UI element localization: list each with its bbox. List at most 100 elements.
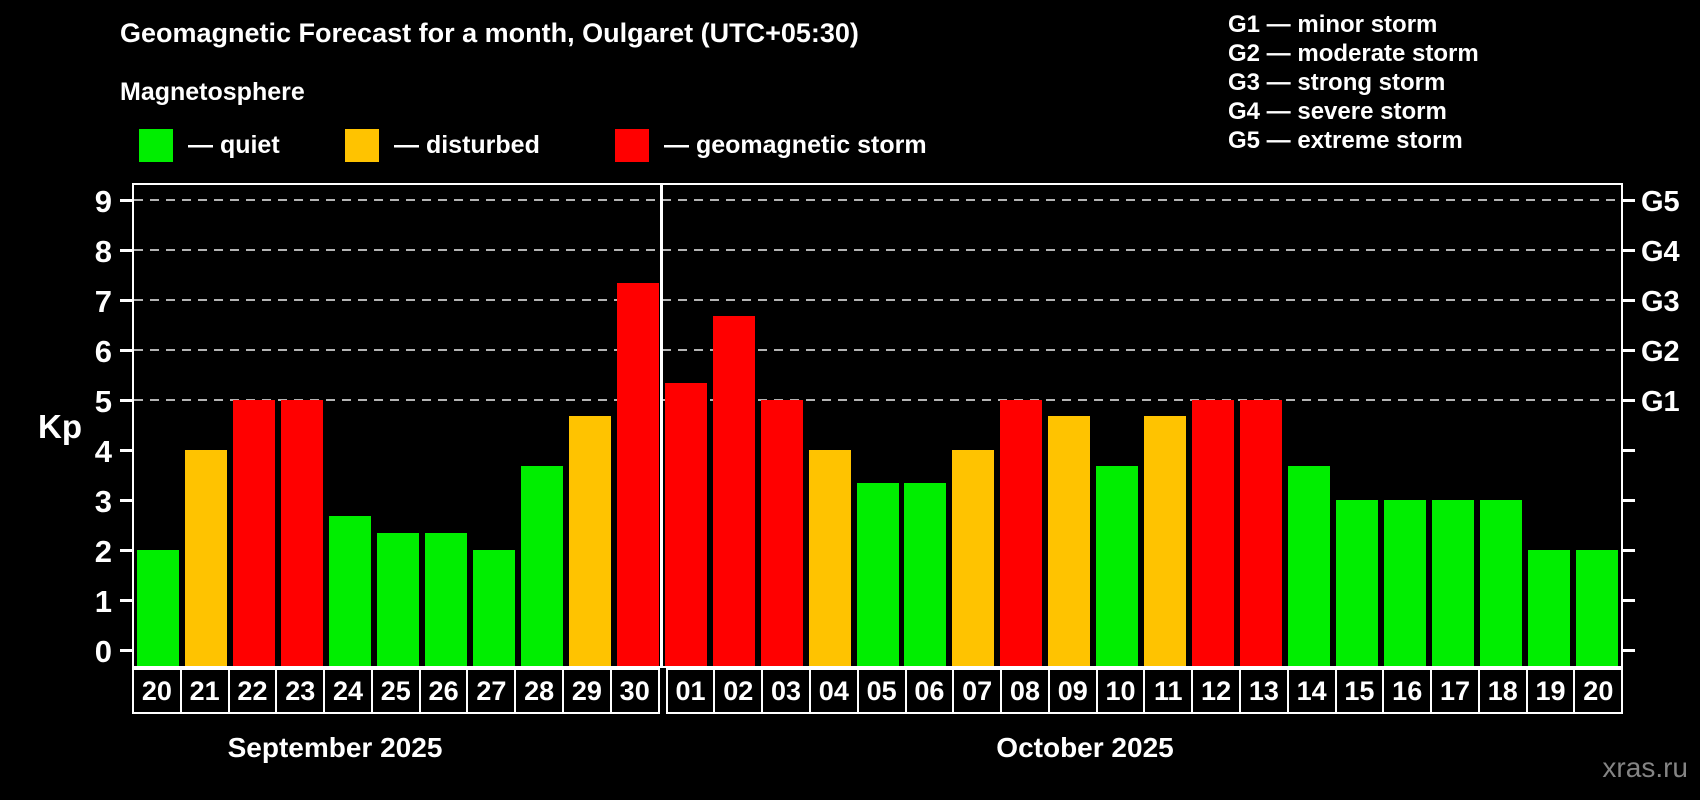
- day-label-02: 02: [713, 668, 764, 714]
- day-label-06: 06: [904, 668, 955, 714]
- bar-day-07: [952, 450, 994, 666]
- day-label-13: 13: [1238, 668, 1289, 714]
- y-axis-right-labels: G1 G2 G3 G4 G5: [1633, 183, 1699, 668]
- storm-color-swatch: [615, 129, 649, 162]
- day-label-24: 24: [323, 668, 373, 714]
- day-label-28: 28: [514, 668, 565, 714]
- y-tick: [1623, 599, 1635, 602]
- y-tick: [120, 249, 132, 252]
- bar-day-19: [1528, 550, 1570, 666]
- g5-legend-line: G5 — extreme storm: [1228, 127, 1463, 154]
- day-label-27: 27: [466, 668, 517, 714]
- bar-day-10: [1096, 466, 1138, 666]
- y-tick-label-5: 5: [94, 384, 112, 419]
- day-label-25: 25: [370, 668, 421, 714]
- bar-day-17: [1432, 500, 1474, 666]
- day-label-07: 07: [952, 668, 1003, 714]
- day-label-23: 23: [275, 668, 326, 714]
- g-scale-legend: G1 — minor storm G2 — moderate storm G3 …: [1228, 10, 1479, 155]
- y-tick-label-9: 9: [94, 184, 112, 219]
- day-label-18: 18: [1477, 668, 1528, 714]
- y-tick: [120, 449, 132, 452]
- month-label-october: October 2025: [996, 732, 1174, 763]
- bar-day-27: [473, 550, 515, 666]
- gridline-kp8: [134, 249, 1621, 251]
- day-label-26: 26: [418, 668, 469, 714]
- g2-legend-line: G2 — moderate storm: [1228, 40, 1479, 67]
- day-label-29: 29: [562, 668, 612, 714]
- y-tick: [1623, 349, 1635, 352]
- legend-item-quiet: — quiet: [139, 129, 280, 162]
- y-tick: [1623, 549, 1635, 552]
- y-tick-label-4: 4: [94, 434, 112, 469]
- day-label-05: 05: [856, 668, 907, 714]
- g3-legend-line: G3 — strong storm: [1228, 69, 1446, 96]
- watermark: xras.ru: [1602, 752, 1688, 783]
- bar-day-23: [281, 400, 323, 666]
- chart-subtitle: Magnetosphere: [120, 78, 305, 106]
- day-label-12: 12: [1191, 668, 1241, 714]
- bar-day-20: [137, 550, 179, 666]
- y-tick-label-3: 3: [94, 484, 112, 519]
- day-label-22: 22: [227, 668, 278, 714]
- bar-day-12: [1192, 400, 1234, 666]
- y-tick-label-2: 2: [94, 534, 112, 569]
- g-level-label-g2: G2: [1641, 336, 1680, 368]
- bar-day-28: [521, 466, 563, 666]
- day-label-14: 14: [1286, 668, 1337, 714]
- g1-legend-line: G1 — minor storm: [1228, 11, 1438, 38]
- day-label-20: 20: [1573, 668, 1624, 714]
- day-label-21: 21: [179, 668, 230, 714]
- gridline-kp6: [134, 349, 1621, 351]
- y-tick: [120, 199, 132, 202]
- g4-legend-line: G4 — severe storm: [1228, 98, 1447, 125]
- bar-day-20: [1576, 550, 1618, 666]
- g-level-label-g5: G5: [1641, 186, 1680, 218]
- legend-item-storm: — geomagnetic storm: [615, 129, 927, 162]
- bar-day-26: [425, 533, 467, 666]
- y-axis-left-labels: 0 1 2 3 4 5 6 7 8 9: [0, 183, 118, 668]
- day-label-15: 15: [1334, 668, 1385, 714]
- bar-day-18: [1480, 500, 1522, 666]
- bar-day-15: [1336, 500, 1378, 666]
- legend-item-disturbed: — disturbed: [345, 129, 540, 162]
- gridline-kp7: [134, 299, 1621, 301]
- day-label-01: 01: [665, 668, 716, 714]
- y-tick: [120, 299, 132, 302]
- y-tick: [120, 349, 132, 352]
- day-label-11: 11: [1143, 668, 1194, 714]
- bar-day-25: [377, 533, 419, 666]
- y-tick: [120, 599, 132, 602]
- y-axis-title-kp: Kp: [38, 408, 82, 445]
- bar-day-06: [904, 483, 946, 666]
- day-label-20: 20: [132, 668, 182, 714]
- y-tick-label-7: 7: [94, 284, 112, 319]
- plot-area: [120, 183, 1635, 668]
- day-label-08: 08: [1000, 668, 1050, 714]
- bar-day-05: [857, 483, 899, 666]
- y-tick: [1623, 499, 1635, 502]
- y-tick: [120, 649, 132, 652]
- gridline-kp9: [134, 199, 1621, 201]
- quiet-color-swatch: [139, 129, 173, 162]
- y-tick-label-1: 1: [94, 584, 112, 619]
- y-tick-label-6: 6: [94, 334, 112, 369]
- bar-day-13: [1240, 400, 1282, 666]
- y-tick-label-0: 0: [94, 634, 112, 669]
- x-axis-day-labels: 20 21 22 23 24 25 26 27 28 29 30 01 02 03 04 05 06 07 08 09…: [132, 668, 1624, 714]
- y-tick: [1623, 399, 1635, 402]
- day-label-04: 04: [808, 668, 859, 714]
- bar-day-22: [233, 400, 275, 666]
- legend-label-storm: — geomagnetic storm: [664, 131, 927, 159]
- gridline-kp5: [134, 399, 1621, 401]
- y-tick: [120, 399, 132, 402]
- day-label-17: 17: [1430, 668, 1480, 714]
- bar-day-30: [617, 283, 659, 666]
- y-tick: [1623, 649, 1635, 652]
- bar-day-01: [665, 383, 707, 666]
- bar-day-21: [185, 450, 227, 666]
- legend-label-disturbed: — disturbed: [394, 131, 540, 159]
- bar-day-29: [569, 416, 611, 666]
- page-title: Geomagnetic Forecast for a month, Oulgar…: [120, 18, 859, 48]
